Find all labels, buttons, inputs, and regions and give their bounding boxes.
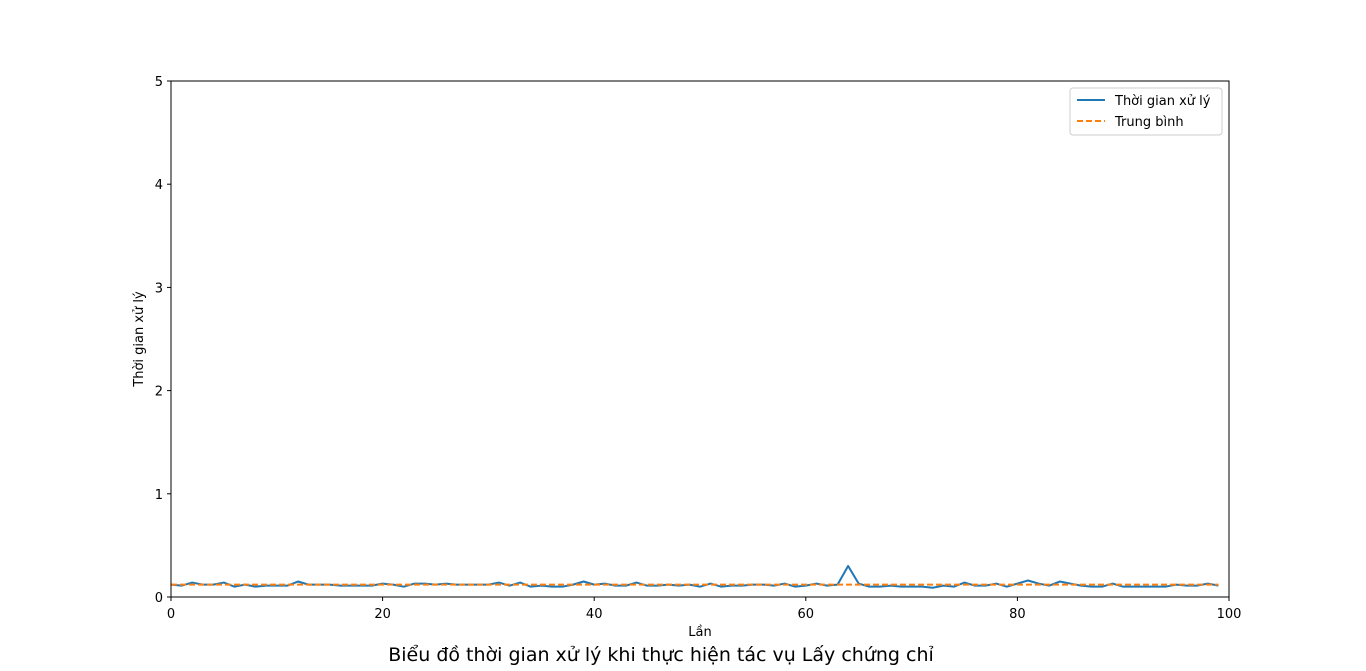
- x-tick-label: 20: [374, 607, 391, 622]
- y-tick-label: 5: [155, 75, 163, 90]
- y-tick-label: 2: [155, 385, 163, 400]
- chart-caption: Biểu đồ thời gian xử lý khi thực hiện tá…: [388, 644, 934, 666]
- series-line-processing-time: [170, 565, 1219, 589]
- y-tick-label: 0: [155, 591, 163, 606]
- x-axis-label: Lần: [688, 625, 711, 640]
- legend-frame: [1069, 87, 1223, 136]
- y-axis-label: Thời gian xử lý: [132, 291, 147, 388]
- y-tick-label: 1: [155, 488, 163, 503]
- x-tick-label: 80: [1009, 607, 1026, 622]
- y-tick-label: 3: [155, 281, 163, 296]
- plot-area: [170, 565, 1219, 589]
- legend-label-mean: Trung bình: [1114, 115, 1184, 130]
- x-tick-label: 100: [1217, 607, 1242, 622]
- plot-frame: [170, 80, 1230, 598]
- x-tick-label: 40: [586, 607, 603, 622]
- legend-label-series: Thời gian xử lý: [1114, 94, 1211, 109]
- x-tick-label: 0: [167, 607, 175, 622]
- y-tick-label: 4: [155, 178, 163, 193]
- legend: Thời gian xử lý Trung bình: [1069, 87, 1223, 136]
- x-tick-label: 60: [798, 607, 815, 622]
- axes: 0 20 40 60 80 100 0 1 2 3 4 5: [155, 75, 1242, 622]
